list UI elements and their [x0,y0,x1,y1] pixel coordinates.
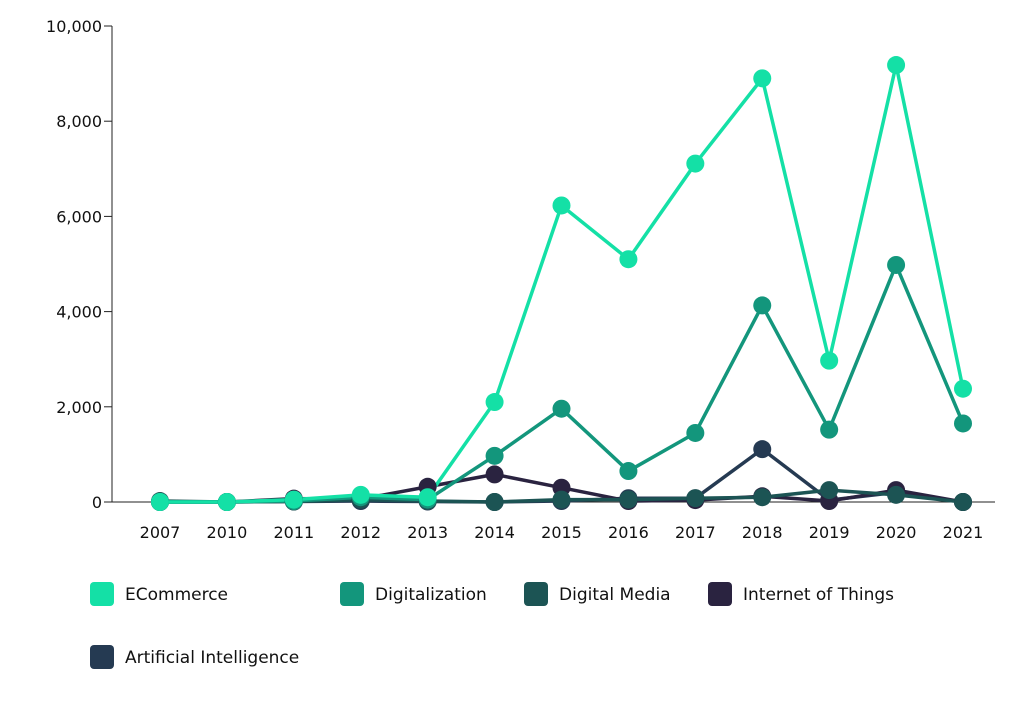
x-tick-label: 2017 [675,523,716,542]
data-point-digital-media [887,485,906,504]
x-tick-label: 2014 [474,523,515,542]
data-point-ecommerce [887,56,906,75]
legend-swatch [524,582,548,606]
legend-label: ECommerce [125,585,228,605]
legend-label: Digital Media [559,585,671,605]
series-line-ecommerce [160,63,965,504]
data-point-ecommerce [284,490,303,509]
legend-label: Internet of Things [743,585,894,605]
y-tick-label: 6,000 [56,207,102,226]
x-tick-label: 2018 [742,523,783,542]
x-tick-label: 2010 [207,523,248,542]
data-point-ecommerce [552,196,571,215]
data-point-ecommerce [418,488,437,507]
legend-item: ECommerce [90,582,228,606]
legend-item: Digitalization [340,582,487,606]
x-tick-label: 2021 [943,523,984,542]
data-point-ecommerce [954,379,972,398]
axes: 0 2,000 4,000 6,000 8,000 10,000 2007 2010 2011 2… [46,17,995,542]
x-tick-label: 2007 [140,523,181,542]
data-point-ecommerce [351,485,370,504]
legend-item: Artificial Intelligence [90,645,299,669]
y-tick-label: 2,000 [56,398,102,417]
legend-label: Artificial Intelligence [125,648,299,668]
legend-item: Digital Media [524,582,671,606]
data-point-ecommerce [151,493,169,511]
legend-swatch [90,582,114,606]
legend-label: Digitalization [375,585,487,605]
data-point-digital-media [485,493,504,511]
data-point-ecommerce [753,69,772,88]
x-tick-label: 2013 [407,523,448,542]
data-point-digitalization [887,255,906,274]
data-point-digitalization [753,296,772,315]
y-tick-label: 0 [92,493,102,512]
x-tick-label: 2012 [340,523,381,542]
data-point-ecommerce [619,250,638,269]
data-point-digital-media [686,489,705,508]
data-point-digitalization [820,420,839,439]
data-point-digital-media [619,490,638,509]
data-point-digitalization [619,462,638,481]
x-tick-label: 2011 [273,523,314,542]
data-point-ecommerce [820,351,839,370]
legend: ECommerce Digitalization Digital Media Inte… [90,582,894,669]
legend-item: Internet of Things [708,582,894,606]
legend-swatch [708,582,732,606]
series-points [151,56,972,511]
data-point-digital-media [753,488,772,507]
data-point-ecommerce [485,393,504,412]
data-point-internet-of-things [485,465,504,484]
data-point-digitalization [552,399,571,418]
data-point-digitalization [485,446,504,465]
legend-swatch [340,582,364,606]
data-point-ecommerce [217,493,236,511]
y-tick-label: 4,000 [56,303,102,322]
data-point-digital-media [552,490,571,509]
x-tick-label: 2015 [541,523,582,542]
data-point-ecommerce [686,154,705,173]
data-point-digitalization [954,414,972,433]
data-point-digital-media [954,493,972,511]
data-point-digitalization [686,423,705,442]
legend-swatch [90,645,114,669]
x-tick-label: 2020 [876,523,917,542]
data-point-digital-media [820,481,839,500]
y-tick-label: 8,000 [56,112,102,131]
x-tick-label: 2016 [608,523,649,542]
data-point-artificial-intelligence [753,440,772,459]
series-lines [159,63,965,504]
x-tick-label: 2019 [809,523,850,542]
y-tick-label: 10,000 [46,17,102,36]
